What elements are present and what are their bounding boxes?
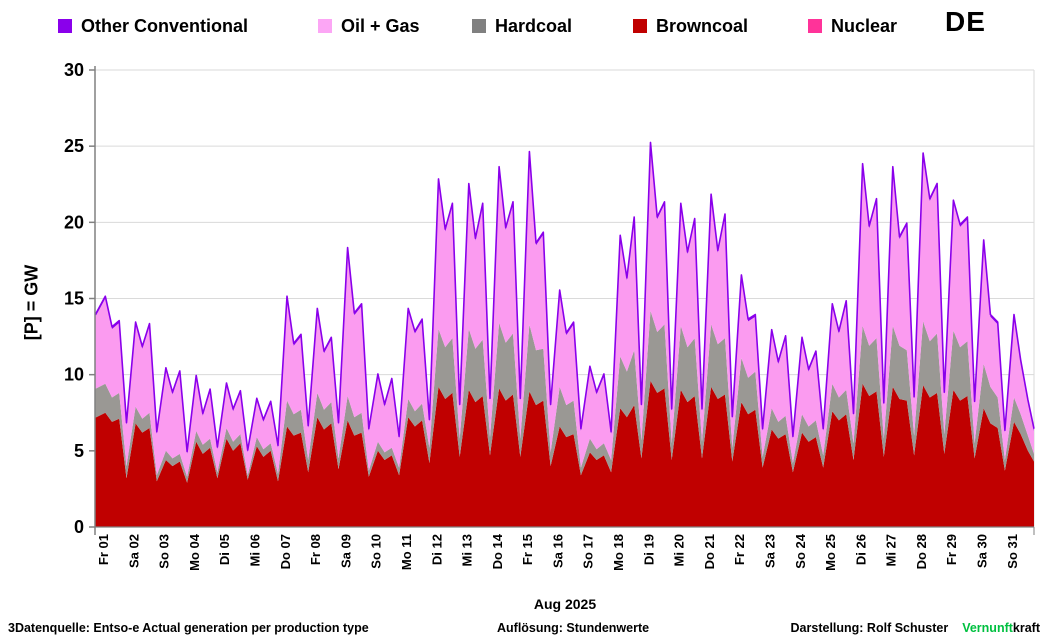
svg-text:Mo 18: Mo 18: [611, 534, 626, 571]
svg-text:Mi 06: Mi 06: [248, 534, 263, 567]
region-label: DE: [945, 6, 986, 37]
svg-text:Do 28: Do 28: [914, 534, 929, 569]
browncoal-swatch-icon: [633, 19, 647, 33]
svg-text:Fr 22: Fr 22: [732, 534, 747, 565]
legend-item-other-conventional: Other Conventional: [58, 12, 248, 40]
attribution-text: Darstellung: Rolf Schuster: [790, 621, 949, 635]
hardcoal-swatch-icon: [472, 19, 486, 33]
legend-item-label: Oil + Gas: [341, 15, 420, 36]
svg-text:Fr 15: Fr 15: [520, 534, 535, 565]
legend-item-browncoal: Browncoal: [633, 12, 748, 40]
svg-text:Do 14: Do 14: [490, 533, 505, 569]
legend-item-label: Nuclear: [831, 15, 898, 36]
legend-item-label: Hardcoal: [495, 15, 573, 36]
legend-item-nuclear: Nuclear: [808, 12, 897, 40]
svg-text:Mi 13: Mi 13: [460, 534, 475, 567]
svg-text:Mi 27: Mi 27: [884, 534, 899, 567]
svg-text:15: 15: [64, 289, 84, 309]
svg-text:Fr 08: Fr 08: [308, 534, 323, 565]
nuclear-swatch-icon: [808, 19, 822, 33]
svg-text:20: 20: [64, 212, 84, 232]
vernunftkraft-brand-green: Vernunft: [962, 621, 1013, 635]
svg-text:Do 21: Do 21: [702, 534, 717, 569]
svg-text:Fr 01: Fr 01: [96, 534, 111, 565]
svg-text:Mo 04: Mo 04: [187, 533, 202, 571]
svg-text:Di 05: Di 05: [217, 534, 232, 565]
svg-text:25: 25: [64, 136, 84, 156]
svg-text:Di 19: Di 19: [641, 534, 656, 565]
oil-gas-swatch-icon: [318, 19, 332, 33]
svg-text:So 31: So 31: [1005, 534, 1020, 569]
svg-text:0: 0: [74, 517, 84, 537]
legend-item-label: Browncoal: [656, 15, 749, 36]
svg-text:Mo 11: Mo 11: [399, 534, 414, 570]
y-axis-title: [P] = GW: [21, 264, 42, 341]
svg-text:Sa 02: Sa 02: [126, 534, 141, 568]
svg-text:Sa 09: Sa 09: [338, 534, 353, 568]
svg-text:Sa 30: Sa 30: [975, 534, 990, 568]
svg-text:So 10: So 10: [369, 534, 384, 569]
legend-item-oil-gas: Oil + Gas: [318, 12, 420, 40]
attribution-caption: Darstellung: Rolf Schuster Vernunftkraft: [791, 621, 1040, 635]
svg-text:Di 26: Di 26: [853, 534, 868, 565]
svg-text:So 03: So 03: [157, 534, 172, 569]
svg-text:5: 5: [74, 441, 84, 461]
vernunftkraft-brand-black: kraft: [1012, 621, 1040, 635]
svg-text:Sa 16: Sa 16: [550, 534, 565, 568]
svg-text:30: 30: [64, 60, 84, 80]
svg-text:Fr 29: Fr 29: [944, 534, 959, 565]
svg-text:So 17: So 17: [581, 534, 596, 569]
data-source-caption: 3Datenquelle: Entso-e Actual generation …: [8, 621, 369, 635]
svg-text:So 24: So 24: [793, 533, 808, 568]
svg-text:Do 07: Do 07: [278, 534, 293, 569]
resolution-caption: Auflösung: Stundenwerte: [497, 621, 650, 635]
svg-text:Sa 23: Sa 23: [763, 534, 778, 568]
svg-text:Mi 20: Mi 20: [672, 534, 687, 567]
svg-text:10: 10: [64, 365, 84, 385]
legend-item-hardcoal: Hardcoal: [472, 12, 572, 40]
svg-text:Di 12: Di 12: [429, 534, 444, 565]
legend-item-label: Other Conventional: [81, 15, 249, 36]
svg-text:Mo 25: Mo 25: [823, 534, 838, 571]
other-conventional-swatch-icon: [58, 19, 72, 33]
x-axis-month-label: Aug 2025: [533, 596, 597, 612]
